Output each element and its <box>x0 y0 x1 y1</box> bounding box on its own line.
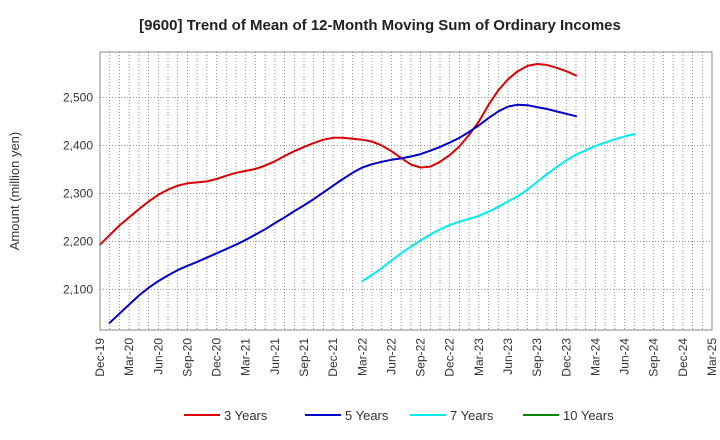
x-tick-label: Jun-24 <box>618 338 632 375</box>
y-tick-label: 2,300 <box>63 186 93 200</box>
y-tick-label: 2,200 <box>63 234 93 248</box>
x-tick-label: Sep-23 <box>530 338 544 377</box>
x-tick-label: Mar-20 <box>122 338 136 376</box>
x-axis-ticks: Dec-19 Mar-20 Jun-20 Sep-20 Dec-20 Mar-21 Jun-… <box>93 338 719 377</box>
y-tick-label: 2,400 <box>63 138 93 152</box>
x-tick-label: Dec-22 <box>443 338 457 377</box>
x-tick-label: Sep-21 <box>297 338 311 377</box>
legend-label: 10 Years <box>563 408 614 423</box>
legend-label: 3 Years <box>224 408 268 423</box>
series-lines <box>99 63 636 324</box>
x-tick-label: Mar-21 <box>239 338 253 376</box>
x-tick-label: Sep-20 <box>180 338 194 377</box>
x-tick-label: Sep-24 <box>647 338 661 377</box>
x-tick-label: Mar-25 <box>705 338 719 376</box>
x-tick-label: Dec-24 <box>676 338 690 377</box>
y-axis-ticks: 2,100 2,200 2,300 2,400 2,500 <box>63 91 93 297</box>
x-tick-label: Mar-24 <box>588 338 602 376</box>
x-tick-label: Mar-22 <box>355 338 369 376</box>
y-tick-label: 2,100 <box>63 282 93 296</box>
plot-area-frame <box>99 51 713 331</box>
series-line-7-years <box>361 133 636 283</box>
x-tick-label: Jun-20 <box>151 338 165 375</box>
y-axis-label: Amount (million yen) <box>7 132 22 251</box>
gridlines <box>100 52 712 330</box>
x-tick-label: Dec-20 <box>210 338 224 377</box>
legend-label: 7 Years <box>450 408 494 423</box>
legend: 3 Years 5 Years 7 Years 10 Years <box>184 408 614 423</box>
x-tick-label: Dec-23 <box>559 338 573 377</box>
series-line-5-years <box>108 103 577 324</box>
x-tick-label: Jun-22 <box>384 338 398 375</box>
x-tick-label: Dec-19 <box>93 338 107 377</box>
x-tick-label: Sep-22 <box>414 338 428 377</box>
x-tick-label: Jun-21 <box>268 338 282 375</box>
y-tick-label: 2,500 <box>63 91 93 105</box>
chart-title: [9600] Trend of Mean of 12-Month Moving … <box>139 17 621 34</box>
legend-label: 5 Years <box>345 408 389 423</box>
x-tick-label: Mar-23 <box>472 338 486 376</box>
x-tick-label: Dec-21 <box>326 338 340 377</box>
x-tick-label: Jun-23 <box>501 338 515 375</box>
series-line-3-years <box>99 63 577 246</box>
